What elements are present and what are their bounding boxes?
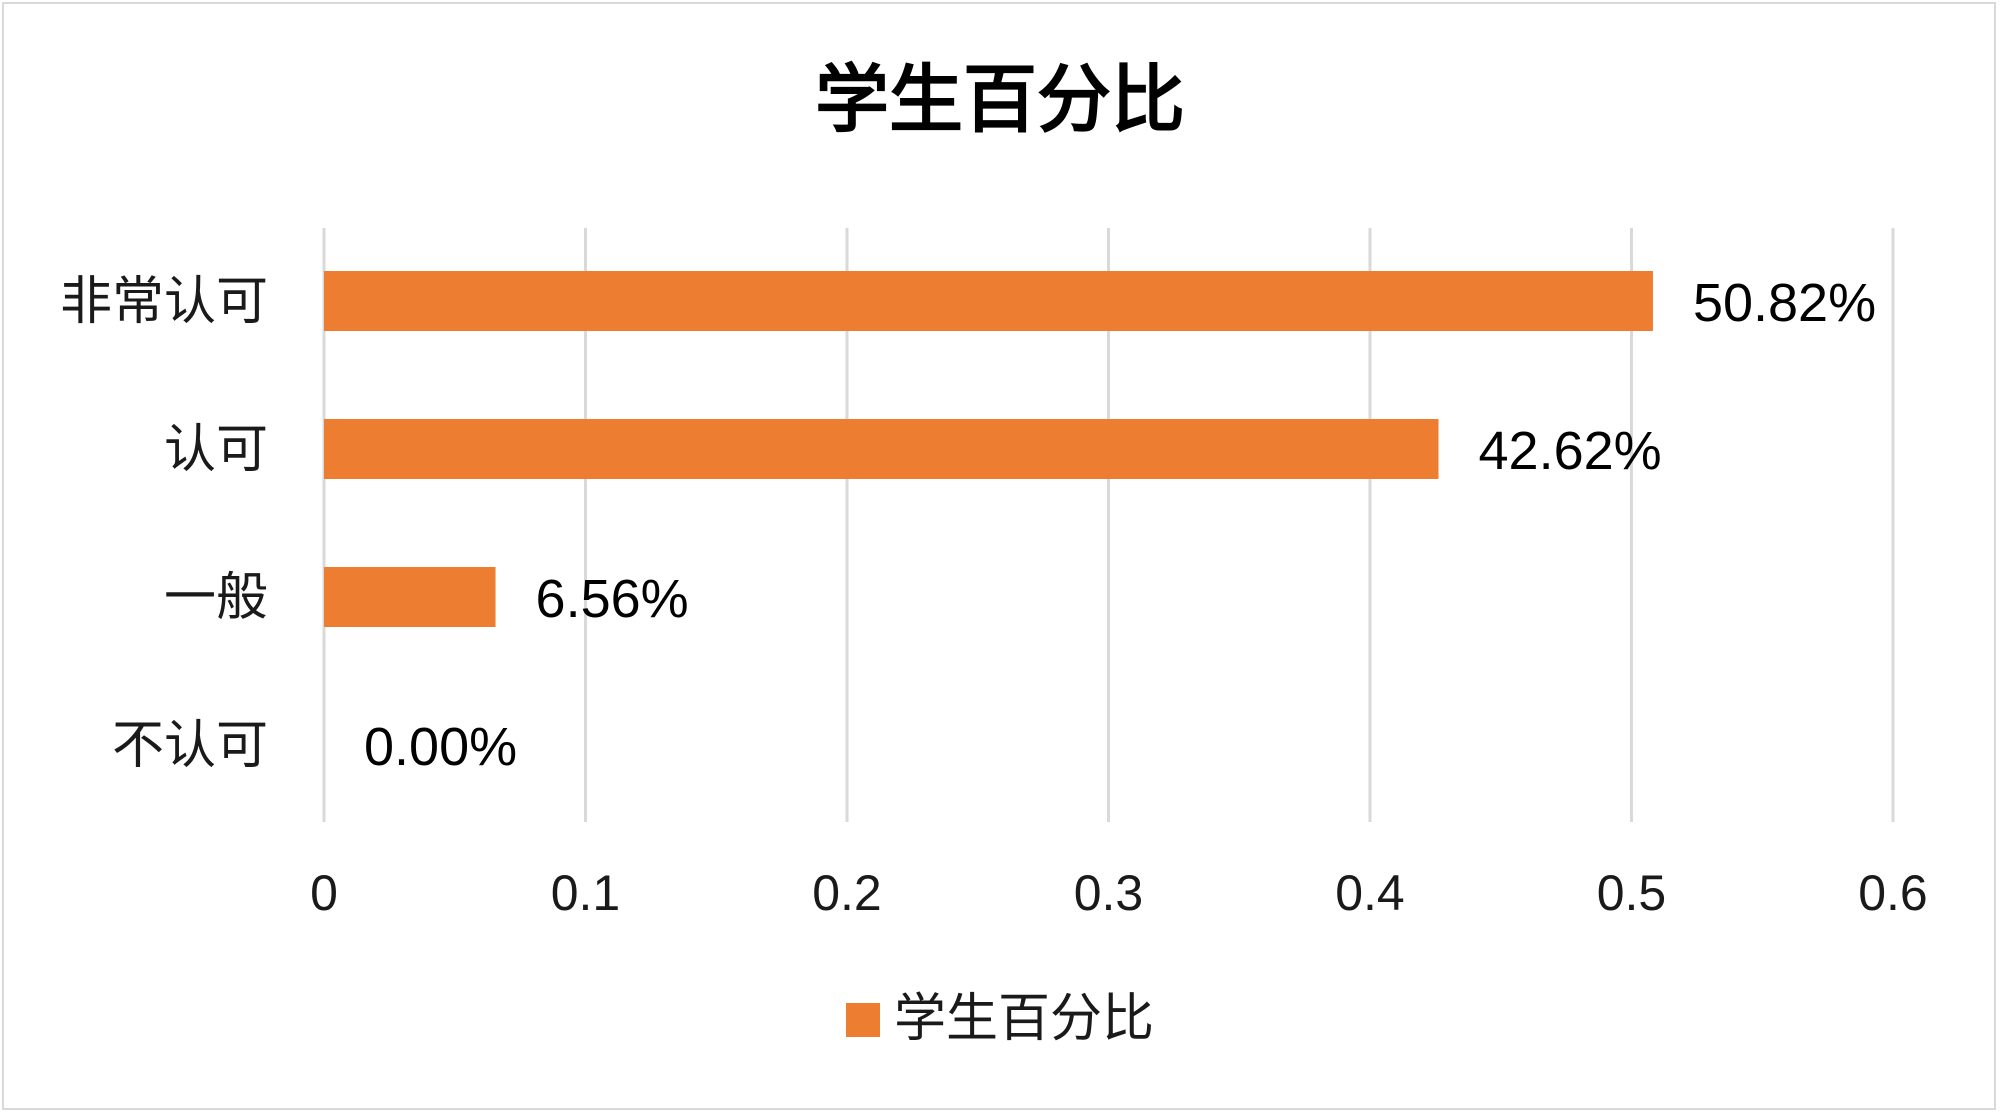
data-label: 0.00% (364, 717, 517, 777)
data-label: 50.82% (1693, 273, 1876, 333)
x-tick-label: 0.2 (812, 865, 882, 921)
x-tick-label: 0.4 (1335, 865, 1405, 921)
x-tick-label: 0 (310, 865, 338, 921)
bar (324, 567, 496, 627)
chart-title: 学生百分比 (815, 57, 1185, 143)
legend-label: 学生百分比 (894, 989, 1154, 1049)
x-axis-ticks: 0 0.1 0.2 0.3 0.4 0.5 0.6 (310, 865, 1928, 921)
x-tick-label: 0.5 (1597, 865, 1667, 921)
x-tick-label: 0.3 (1074, 865, 1144, 921)
legend-swatch (846, 1003, 880, 1037)
category-label: 非常认可 (60, 272, 268, 332)
x-tick-label: 0.1 (551, 865, 621, 921)
data-labels: 50.82% 42.62% 6.56% 0.00% (364, 273, 1876, 777)
category-label: 认可 (164, 420, 268, 480)
bars (324, 271, 1653, 627)
x-tick-label: 0.6 (1858, 865, 1928, 921)
category-label: 一般 (164, 568, 268, 628)
bar (324, 271, 1653, 331)
bar (324, 419, 1439, 479)
data-label: 42.62% (1479, 421, 1662, 481)
legend: 学生百分比 (846, 989, 1154, 1049)
category-label: 不认可 (112, 716, 268, 776)
data-label: 6.56% (536, 569, 689, 629)
